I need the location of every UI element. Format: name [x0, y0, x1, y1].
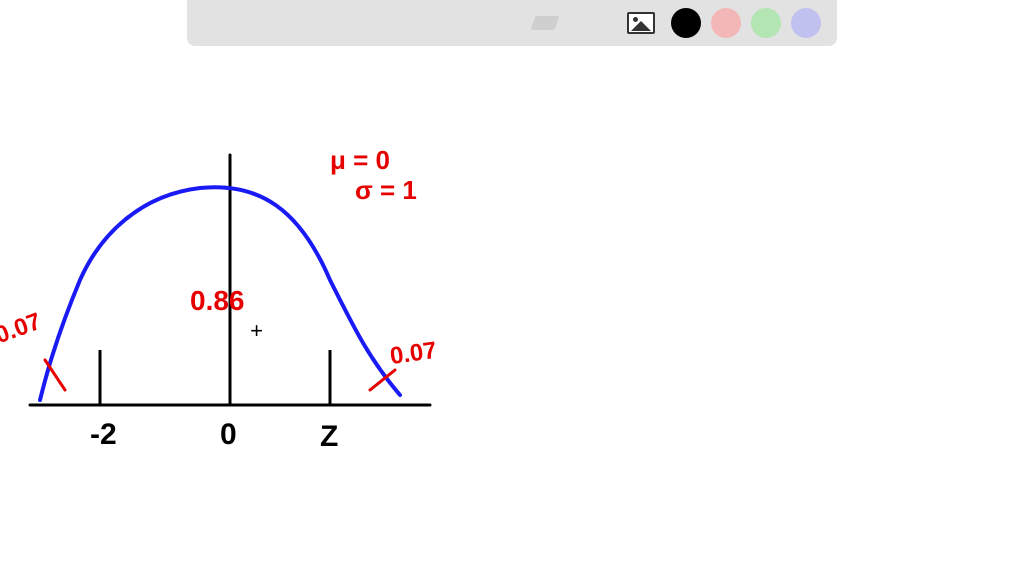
- mu-annotation: μ = 0: [330, 145, 390, 176]
- sigma-annotation: σ = 1: [355, 175, 417, 206]
- color-pink[interactable]: [711, 8, 741, 38]
- color-green[interactable]: [751, 8, 781, 38]
- color-black[interactable]: [671, 8, 701, 38]
- tick-label-z: Z: [320, 420, 338, 454]
- cursor-icon: +: [250, 320, 263, 345]
- image-icon[interactable]: [627, 12, 655, 34]
- center-area-annotation: 0.86: [190, 285, 245, 317]
- tick-label-neg2: -2: [90, 418, 117, 452]
- eraser-icon[interactable]: [530, 16, 559, 30]
- drawing-toolbar: [187, 0, 837, 46]
- tick-label-zero: 0: [220, 418, 237, 452]
- drawing-canvas[interactable]: -2 0 Z μ = 0 σ = 1 0.86 0.07 0.07 +: [0, 60, 1024, 576]
- color-purple[interactable]: [791, 8, 821, 38]
- sketch-svg: [0, 60, 1024, 576]
